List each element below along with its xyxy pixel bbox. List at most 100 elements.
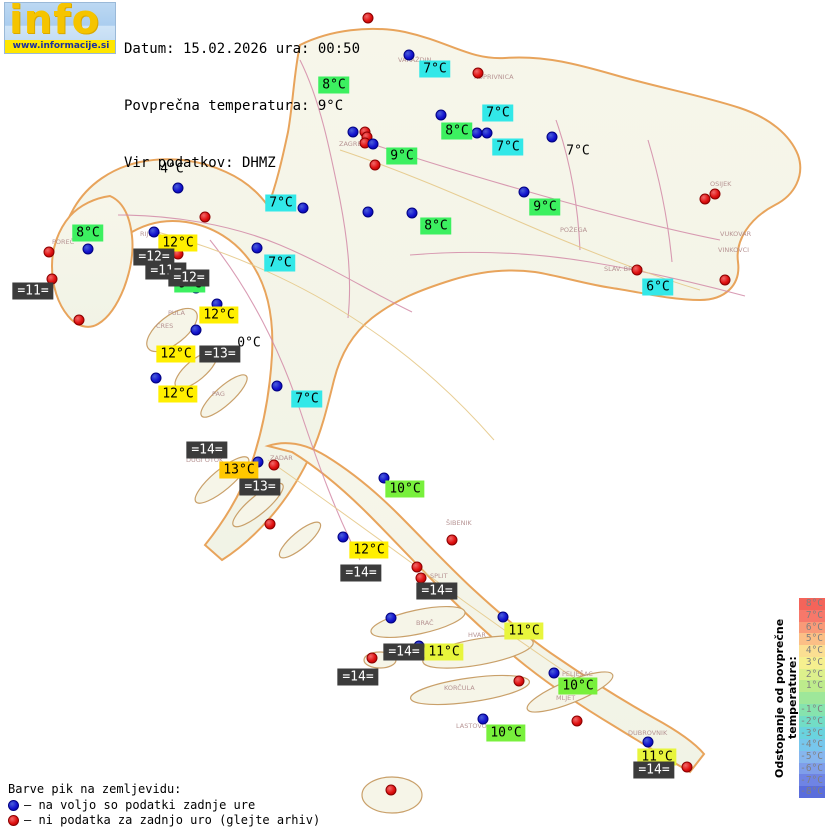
station-marker-red[interactable] <box>446 534 458 546</box>
header-date-time: Datum: 15.02.2026 ura: 00:50 <box>124 41 361 57</box>
station-marker-blue[interactable] <box>82 243 94 255</box>
station-marker-blue[interactable] <box>477 713 489 725</box>
station-marker-red[interactable] <box>362 12 374 24</box>
temperature-label: 12°C <box>156 345 196 363</box>
station-marker-red[interactable] <box>43 246 55 258</box>
svg-text:PELJEŠAC: PELJEŠAC <box>562 669 593 678</box>
scale-cell: 6°C <box>799 621 825 634</box>
station-marker-red[interactable] <box>268 459 280 471</box>
temperature-label: 8°C <box>441 122 473 140</box>
svg-text:ŠIBENIK: ŠIBENIK <box>446 518 472 527</box>
station-marker-red[interactable] <box>369 159 381 171</box>
scale-cell: -4°C <box>799 739 825 751</box>
svg-text:KORČULA: KORČULA <box>444 683 475 692</box>
station-marker-blue[interactable] <box>403 49 415 61</box>
station-marker-blue[interactable] <box>548 667 560 679</box>
temperature-label: 7°C <box>566 143 590 159</box>
station-marker-blue[interactable] <box>271 380 283 392</box>
station-marker-red[interactable] <box>366 652 378 664</box>
station-marker-blue[interactable] <box>642 736 654 748</box>
svg-text:SPLIT: SPLIT <box>430 572 448 580</box>
map-roads <box>149 149 701 687</box>
scale-cell: 1°C <box>799 680 825 693</box>
station-marker-blue[interactable] <box>497 611 509 623</box>
temperature-label: 7°C <box>264 254 296 272</box>
station-marker-red[interactable] <box>199 211 211 223</box>
scale-cell: -2°C <box>799 715 825 728</box>
scale-cell: 8°C <box>799 598 825 610</box>
deviation-label: =14= <box>383 643 425 661</box>
temperature-label: 11°C <box>504 622 544 640</box>
station-marker-blue[interactable] <box>546 131 558 143</box>
svg-text:VINKOVCI: VINKOVCI <box>718 246 749 254</box>
svg-text:LASTOVO: LASTOVO <box>456 722 487 730</box>
station-marker-blue[interactable] <box>150 372 162 384</box>
station-marker-blue[interactable] <box>148 226 160 238</box>
station-marker-blue[interactable] <box>518 186 530 198</box>
station-marker-red[interactable] <box>681 761 693 773</box>
logo-url-bar <box>5 40 115 53</box>
station-marker-red[interactable] <box>709 188 721 200</box>
station-marker-red[interactable] <box>411 561 423 573</box>
station-marker-red[interactable] <box>385 784 397 796</box>
temperature-label: 8°C <box>420 217 452 235</box>
station-marker-blue[interactable] <box>367 138 379 150</box>
dot-color-legend: Barve pik na zemljevidu: – na voljo so p… <box>8 782 320 828</box>
blue-dot-icon <box>8 800 19 811</box>
station-marker-red[interactable] <box>73 314 85 326</box>
temperature-label: 7°C <box>291 390 323 408</box>
deviation-label: =14= <box>633 761 675 779</box>
temperature-label: 6°C <box>642 278 674 296</box>
svg-text:KOPRIVNICA: KOPRIVNICA <box>474 73 514 81</box>
temperature-label: 7°C <box>265 194 297 212</box>
temperature-label: 10°C <box>486 724 526 742</box>
map-place-labels: ZAGREB OSIJEK POŽEGA SLAV. BROD VUKOVAR … <box>52 55 752 737</box>
station-marker-red[interactable] <box>571 715 583 727</box>
station-marker-blue[interactable] <box>347 126 359 138</box>
svg-text:HVAR: HVAR <box>468 631 486 639</box>
station-marker-blue[interactable] <box>251 242 263 254</box>
station-marker-blue[interactable] <box>362 206 374 218</box>
station-marker-blue[interactable] <box>406 207 418 219</box>
station-marker-blue[interactable] <box>190 324 202 336</box>
header-data-source: Vir podatkov: DHMZ <box>124 155 276 171</box>
station-marker-blue[interactable] <box>172 182 184 194</box>
station-marker-red[interactable] <box>719 274 731 286</box>
svg-text:MLJET: MLJET <box>556 694 575 702</box>
svg-text:BRAČ: BRAČ <box>416 618 434 627</box>
station-marker-red[interactable] <box>631 264 643 276</box>
station-marker-blue[interactable] <box>297 202 309 214</box>
station-marker-blue[interactable] <box>378 472 390 484</box>
temperature-label: 12°C <box>349 541 389 559</box>
station-marker-red[interactable] <box>472 67 484 79</box>
station-marker-red[interactable] <box>513 675 525 687</box>
deviation-label: =14= <box>337 668 379 686</box>
temperature-label: 12°C <box>158 385 198 403</box>
temperature-deviation-legend: Odstopanje od povprečne temperature: 8°C… <box>772 598 825 799</box>
station-marker-blue[interactable] <box>481 127 493 139</box>
station-marker-blue[interactable] <box>337 531 349 543</box>
temperature-label: 8°C <box>318 76 350 94</box>
temperature-label: 9°C <box>386 147 418 165</box>
scale-cell: -3°C <box>799 727 825 740</box>
scale-cell: 4°C <box>799 645 825 657</box>
temperature-label: 10°C <box>385 480 425 498</box>
station-marker-red[interactable] <box>699 193 711 205</box>
dot-legend-red-label: – ni podatka za zadnjo uro (glejte arhiv… <box>24 813 321 827</box>
scale-cell: -5°C <box>799 750 825 763</box>
site-logo[interactable]: info www.informacije.si <box>4 2 116 54</box>
header-average-temperature: Povprečna temperatura: 9°C <box>124 98 344 114</box>
deviation-label: =14= <box>186 441 228 459</box>
svg-text:PAG: PAG <box>212 390 225 398</box>
temperature-label: 13°C <box>219 461 259 479</box>
svg-text:POŽEGA: POŽEGA <box>560 225 588 234</box>
svg-text:SLAV. BROD: SLAV. BROD <box>604 265 643 273</box>
station-marker-blue[interactable] <box>385 612 397 624</box>
station-marker-blue[interactable] <box>435 109 447 121</box>
svg-text:DUGI OTOK: DUGI OTOK <box>186 456 224 464</box>
svg-text:ZADAR: ZADAR <box>270 454 293 462</box>
scale-cell <box>799 692 825 704</box>
svg-text:VUKOVAR: VUKOVAR <box>720 230 752 238</box>
station-marker-red[interactable] <box>264 518 276 530</box>
